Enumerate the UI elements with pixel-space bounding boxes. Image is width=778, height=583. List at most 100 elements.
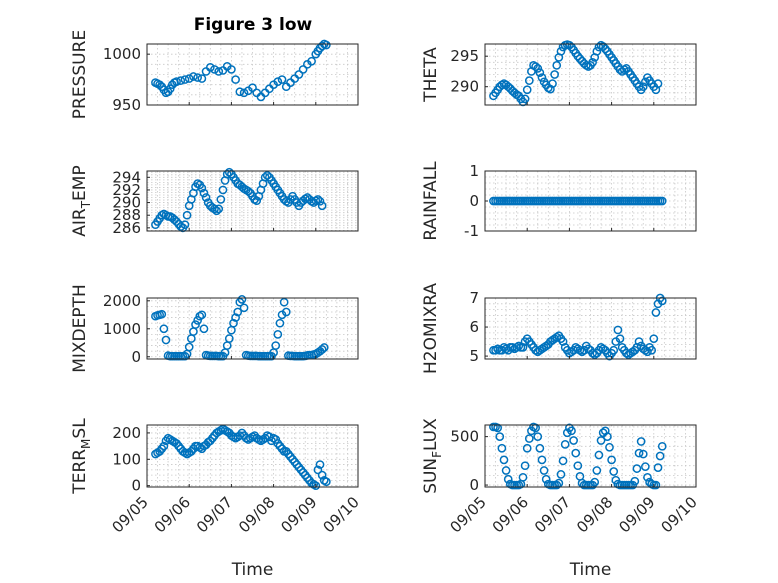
subplot-2: 290 295 THETA xyxy=(421,40,697,107)
data-point xyxy=(638,82,648,92)
axes-frame xyxy=(146,170,359,232)
data-point xyxy=(565,40,574,50)
data-point xyxy=(252,196,262,206)
y-tick-label: 2000 xyxy=(103,292,141,310)
data-point xyxy=(653,463,663,472)
data-point xyxy=(262,171,272,180)
data-point xyxy=(636,437,646,446)
data-point xyxy=(552,61,562,70)
data-point xyxy=(191,320,200,329)
data-point xyxy=(210,65,219,74)
y-tick-label: 950 xyxy=(112,96,141,114)
data-point xyxy=(273,330,283,339)
data-point xyxy=(653,79,663,89)
data-point xyxy=(317,41,327,51)
data-point xyxy=(315,196,325,206)
y-axis-label: THETA xyxy=(421,47,441,103)
data-point xyxy=(180,75,190,84)
y-tick-label: 0 xyxy=(131,477,141,495)
data-point xyxy=(182,210,192,220)
data-point xyxy=(224,334,234,343)
data-point xyxy=(322,40,331,50)
data-point xyxy=(588,57,597,67)
x-axis-label: Time xyxy=(231,560,274,580)
data-point xyxy=(562,428,572,438)
data-point xyxy=(317,470,327,480)
data-point xyxy=(533,432,543,441)
data-point xyxy=(647,345,657,355)
data-point xyxy=(184,74,194,83)
data-point xyxy=(224,167,234,177)
data-point xyxy=(539,466,549,475)
axes-frame xyxy=(146,43,359,106)
data-point xyxy=(201,193,211,202)
subplot-1: 950 1000 PRESSURE xyxy=(70,30,359,119)
data-point xyxy=(227,65,236,74)
subplot-4: -1 0 1 RAINFALL xyxy=(421,161,697,241)
data-point xyxy=(655,451,665,461)
data-point xyxy=(311,481,321,491)
data-point xyxy=(229,318,238,328)
data-point xyxy=(216,195,226,204)
data-point xyxy=(531,423,540,433)
data-point xyxy=(243,186,253,196)
data-point xyxy=(520,94,530,104)
data-point xyxy=(657,196,667,206)
data-point xyxy=(277,75,287,84)
subplot-6: 5 6 7 H2OMIXRA xyxy=(421,283,697,374)
x-axis-label: Time xyxy=(569,560,612,580)
y-tick-label: 295 xyxy=(450,47,479,65)
data-point xyxy=(157,309,167,319)
data-point xyxy=(590,477,600,487)
axes-frame xyxy=(484,43,697,106)
data-point xyxy=(541,474,551,484)
data-point xyxy=(613,325,623,335)
data-point xyxy=(634,337,644,346)
data-point xyxy=(575,54,585,63)
data-point xyxy=(575,345,585,355)
data-point xyxy=(159,324,169,334)
y-tick-label: 5 xyxy=(469,347,479,365)
y-axis-label: MIXDEPTH xyxy=(70,284,90,373)
data-point xyxy=(649,334,659,344)
data-point xyxy=(491,345,500,355)
data-point xyxy=(579,345,589,355)
data-point xyxy=(537,73,547,82)
axes-frame xyxy=(484,297,697,360)
data-point xyxy=(571,448,581,458)
data-point xyxy=(273,77,283,86)
data-point xyxy=(294,70,304,79)
y-axis-label: SUNFLUX xyxy=(421,418,444,494)
y-tick-label: 1000 xyxy=(103,45,141,63)
data-point xyxy=(567,426,576,436)
y-tick-label: 286 xyxy=(112,219,141,237)
data-point xyxy=(189,72,198,81)
data-point xyxy=(520,461,530,471)
data-point xyxy=(514,341,524,351)
data-point xyxy=(197,310,207,320)
y-tick-label: 200 xyxy=(112,424,141,442)
data-point xyxy=(605,442,614,452)
data-point xyxy=(531,62,540,71)
data-point xyxy=(237,295,247,304)
data-point xyxy=(499,455,509,465)
data-point xyxy=(180,220,190,230)
y-tick-label: 1 xyxy=(469,162,479,180)
data-point xyxy=(159,441,169,451)
data-point xyxy=(322,477,331,487)
data-point xyxy=(560,440,570,449)
data-point xyxy=(501,466,511,475)
data-point xyxy=(651,308,661,317)
data-point xyxy=(271,341,281,350)
data-point xyxy=(638,449,648,459)
data-point xyxy=(643,472,652,482)
data-point xyxy=(231,313,240,322)
data-point xyxy=(657,441,667,451)
figure-title: Figure 3 low xyxy=(194,15,313,35)
data-point xyxy=(210,204,219,214)
data-point xyxy=(607,455,616,465)
data-point xyxy=(558,456,568,466)
data-point xyxy=(317,201,327,211)
y-tick-label: 0 xyxy=(469,476,479,494)
